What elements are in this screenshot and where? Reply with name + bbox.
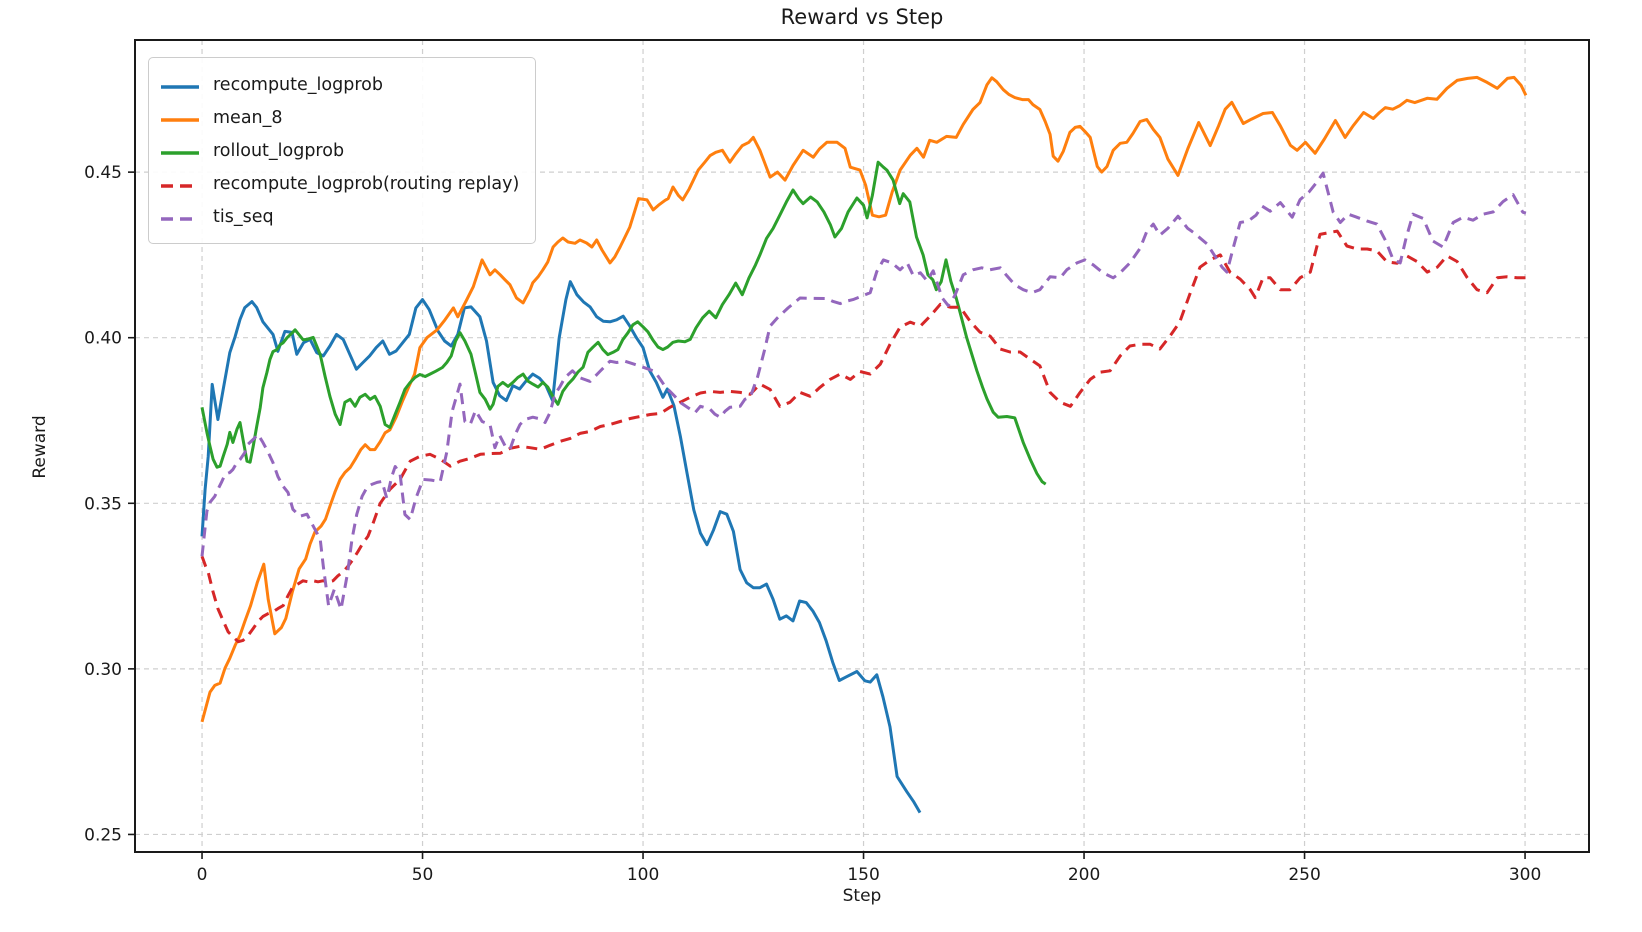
axes-spines [134,39,1590,853]
x-tick-label: 250 [1288,865,1320,885]
series-line-mean_8 [200,75,1528,723]
y-tick-label: 0.30 [84,660,122,680]
legend-swatch-rollout_logprob [161,141,199,160]
x-tick-label: 0 [197,865,208,885]
y-tick-label: 0.25 [84,825,122,845]
legend-item: recompute_logprob [161,68,519,101]
x-tick-label: 100 [627,865,659,885]
chart-title: Reward vs Step [780,5,944,29]
legend-item-label: recompute_logprob [213,74,383,95]
legend-item-label: mean_8 [213,107,283,128]
legend-item: mean_8 [161,101,519,134]
x-axis-label: Step [842,886,882,906]
legend-swatch-recompute_logprob(routing replay) [161,174,199,193]
y-tick-label: 0.35 [84,494,122,514]
series-line-rollout_logprob [200,160,1047,486]
series-line-recompute_logprob(routing replay) [200,229,1527,644]
x-tick-label: 300 [1509,865,1541,885]
legend-item: recompute_logprob(routing replay) [161,167,519,200]
x-tick-label: 150 [847,865,879,885]
legend-swatch-tis_seq [161,207,199,226]
series-line-tis_seq [200,171,1527,611]
x-tick-label: 200 [1068,865,1100,885]
legend-item: tis_seq [161,200,519,233]
legend-swatch-mean_8 [161,108,199,127]
legend-item-label: rollout_logprob [213,140,345,161]
y-axis-label: Reward [30,415,50,479]
legend-swatch-recompute_logprob [161,75,199,94]
legend-item-label: recompute_logprob(routing replay) [213,173,520,194]
y-tick-label: 0.45 [84,163,122,183]
legend-item: rollout_logprob [161,134,519,167]
y-tick-label: 0.40 [84,329,122,349]
legend-item-label: tis_seq [213,206,274,227]
x-tick-label: 50 [412,865,434,885]
